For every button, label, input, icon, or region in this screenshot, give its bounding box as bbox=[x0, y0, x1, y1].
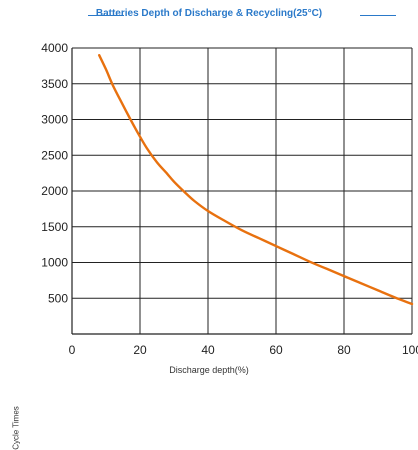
x-tick-label: 20 bbox=[133, 343, 147, 357]
y-axis-label: Cycle Times bbox=[11, 406, 21, 450]
x-tick-label: 100 bbox=[402, 343, 418, 357]
plot-area: 500 1000 1500 2000 2500 3000 3500 4000 0 20 40 60 80… bbox=[41, 41, 418, 357]
x-tick-label: 60 bbox=[269, 343, 283, 357]
chart: Batteries Depth of Discharge & Recycling… bbox=[12, 8, 418, 450]
x-tick-label: 40 bbox=[201, 343, 215, 357]
x-tick-label: 80 bbox=[337, 343, 351, 357]
y-tick-label: 1000 bbox=[41, 256, 68, 270]
y-tick-label: 3500 bbox=[41, 77, 68, 91]
y-tick-label: 3000 bbox=[41, 113, 68, 127]
title-line-left bbox=[88, 15, 124, 16]
y-tick-label: 2500 bbox=[41, 148, 68, 162]
y-tick-label: 500 bbox=[48, 291, 68, 305]
x-axis-label: Discharge depth(%) bbox=[169, 365, 249, 375]
title-line-right bbox=[360, 15, 396, 16]
series-line bbox=[98, 54, 414, 306]
y-tick-label: 2000 bbox=[41, 184, 68, 198]
y-tick-label: 1500 bbox=[41, 220, 68, 234]
x-tick-label: 0 bbox=[69, 343, 76, 357]
chart-title: Batteries Depth of Discharge & Recycling… bbox=[95, 8, 323, 19]
y-tick-label: 4000 bbox=[41, 41, 68, 55]
